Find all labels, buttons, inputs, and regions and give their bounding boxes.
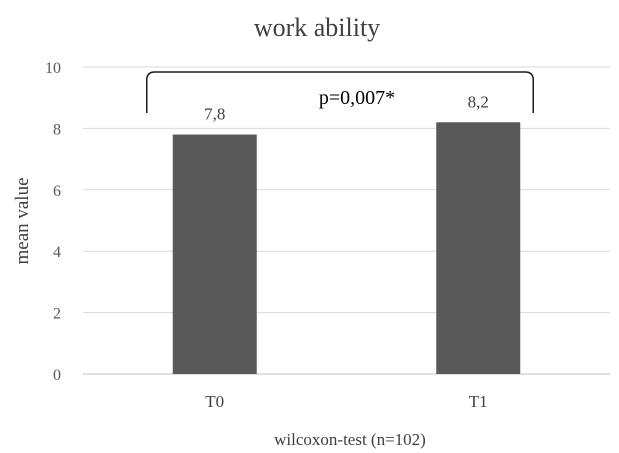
significance-annotation: p=0,007*	[319, 87, 395, 109]
y-tick-label: 6	[53, 183, 61, 200]
data-label-t0: 7,8	[204, 105, 225, 124]
x-axis-ticks: T0 T1	[205, 392, 487, 411]
y-tick-label: 10	[45, 60, 61, 77]
y-tick-label: 4	[53, 244, 61, 261]
bars	[172, 122, 521, 374]
bar-t0	[172, 134, 257, 374]
y-axis-ticks: 0 2 4 6 8 10	[45, 60, 61, 384]
y-tick-label: 0	[53, 367, 61, 384]
data-labels: 7,8 8,2	[204, 92, 489, 123]
x-tick-label-t0: T0	[205, 392, 224, 411]
significance-bracket	[146, 71, 534, 113]
chart-title: work ability	[254, 13, 380, 42]
x-axis-label: wilcoxon-test (n=102)	[274, 430, 426, 449]
data-label-t1: 8,2	[468, 92, 489, 111]
y-axis-label: mean value	[12, 177, 33, 264]
bar-t1	[436, 122, 521, 374]
x-tick-label-t1: T1	[469, 392, 488, 411]
y-tick-label: 8	[53, 121, 61, 138]
gridlines	[83, 66, 610, 375]
y-tick-label: 2	[53, 306, 61, 323]
